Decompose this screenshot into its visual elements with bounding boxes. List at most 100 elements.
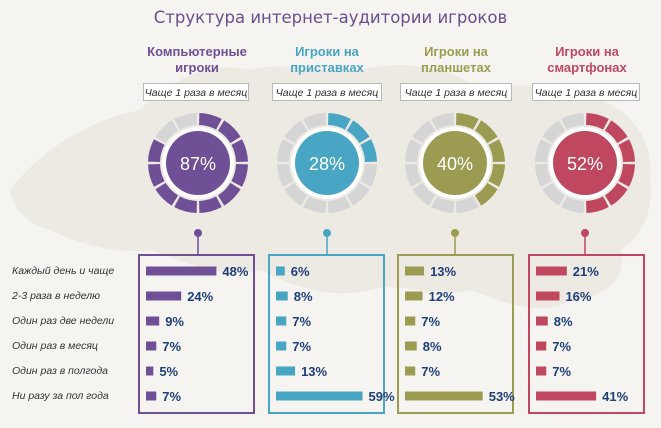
bar-value-label: 41% [602, 389, 628, 404]
bar-value-label: 53% [489, 389, 515, 404]
ring-segment [148, 164, 165, 187]
ring-segment [303, 196, 326, 213]
ring-segment [561, 196, 584, 213]
column-title-console: Игроки на приставках [290, 44, 364, 75]
ring-segment [535, 139, 552, 162]
bar-value-label: 5% [159, 364, 178, 379]
ring-segment [405, 164, 422, 187]
ring-segment [328, 113, 351, 130]
percent-label: 52% [567, 154, 603, 174]
ring-segment [604, 120, 628, 144]
ring-segment [474, 182, 498, 206]
ring-segment [618, 139, 635, 162]
bar-value-label: 12% [429, 289, 455, 304]
bar-value-label: 24% [187, 289, 213, 304]
bar-box-phone [528, 254, 645, 414]
bar [146, 291, 182, 301]
ring-segment [346, 120, 370, 144]
row-label-never: Ни разу за пол года [12, 390, 109, 402]
ring-core [166, 131, 230, 195]
ring-segment [456, 113, 479, 130]
percent-label: 28% [309, 154, 345, 174]
bar [536, 391, 597, 401]
ring-segment [199, 196, 222, 213]
bar [405, 366, 416, 376]
bar-value-label: 8% [294, 289, 313, 304]
ring-segment [561, 113, 584, 130]
connector-dot [194, 229, 202, 237]
row-label-daily: Каждый день и чаще [12, 265, 115, 277]
bar [276, 316, 287, 326]
ring-segment [328, 196, 351, 213]
ring-segment [431, 113, 454, 130]
bar [405, 291, 423, 301]
ring-core [295, 131, 359, 195]
ring-segment [217, 182, 241, 206]
bar [146, 316, 160, 326]
ring-segment [277, 164, 294, 187]
bar [405, 266, 425, 276]
bar [405, 341, 417, 351]
ring-segment [155, 120, 179, 144]
ring-segment [542, 182, 566, 206]
ring-core [553, 131, 617, 195]
percent-label: 87% [180, 154, 216, 174]
ring-segment [542, 120, 566, 144]
ring-segment [431, 196, 454, 213]
connector-dot [451, 229, 459, 237]
ring-segment [284, 120, 308, 144]
bar-value-label: 7% [421, 364, 440, 379]
bar-value-label: 7% [552, 364, 571, 379]
bar-value-label: 8% [423, 339, 442, 354]
bar-value-label: 6% [291, 264, 310, 279]
bar-value-label: 16% [565, 289, 591, 304]
bar [146, 366, 154, 376]
ring-segment [155, 182, 179, 206]
ring-segment [488, 164, 505, 187]
freq-label-console: Чаще 1 раза в месяц [272, 83, 382, 101]
connector-dot [581, 229, 589, 237]
bar [536, 341, 547, 351]
bar [536, 266, 567, 276]
ring-segment [231, 139, 248, 162]
bar-box-pc [138, 254, 255, 414]
row-label-biweekly: Один раз две недели [12, 315, 115, 327]
ring-segment [303, 113, 326, 130]
row-label-weekly: 2-3 раза в неделю [12, 290, 101, 302]
ring-segment [217, 120, 241, 144]
freq-label-tablet: Чаще 1 раза в месяц [400, 83, 512, 101]
bar [276, 391, 363, 401]
ring-segment [412, 120, 436, 144]
bar [536, 291, 560, 301]
bar [536, 316, 548, 326]
bar-value-label: 7% [421, 314, 440, 329]
ring-segment [277, 139, 294, 162]
row-label-monthly: Один раз в месяц [12, 340, 98, 352]
bar [276, 266, 285, 276]
ring-segment [586, 113, 609, 130]
bar [146, 341, 157, 351]
ring-segment [412, 182, 436, 206]
bar-value-label: 21% [573, 264, 599, 279]
ring-segment [284, 182, 308, 206]
column-title-pc: Компьютерные игроки [147, 44, 247, 75]
bar [276, 291, 288, 301]
bar-value-label: 13% [301, 364, 327, 379]
freq-label-pc: Чаще 1 раза в месяц [143, 83, 249, 101]
bar [405, 316, 416, 326]
bar-value-label: 7% [292, 314, 311, 329]
bar [536, 366, 547, 376]
bar [405, 391, 483, 401]
ring-segment [231, 164, 248, 187]
bar [276, 366, 296, 376]
bar-value-label: 8% [554, 314, 573, 329]
ring-segment [604, 182, 628, 206]
column-title-tablet: Игроки на планшетах [421, 44, 491, 75]
ring-core [423, 131, 487, 195]
ring-segment [148, 139, 165, 162]
bar-value-label: 48% [222, 264, 248, 279]
freq-label-phone: Чаще 1 раза в месяц [532, 83, 640, 101]
bar-value-label: 7% [162, 339, 181, 354]
ring-segment [488, 139, 505, 162]
